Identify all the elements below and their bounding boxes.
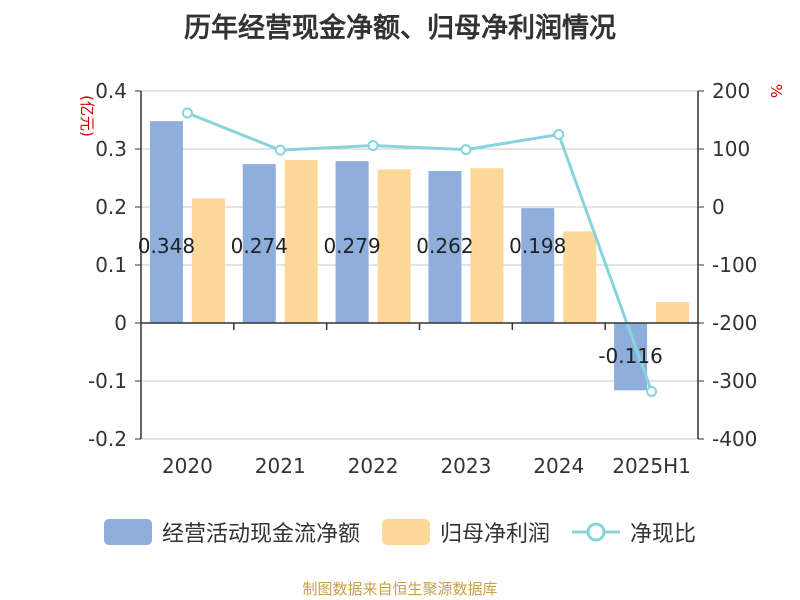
bars bbox=[149, 121, 690, 391]
ratio-polyline bbox=[186, 111, 653, 392]
data-label-cashflow: 0.262 bbox=[416, 234, 473, 258]
axes: 0.4 200 0.3 100 0.2 0 0.1 -100 0 -200 -0.1 -300 -0.2… bbox=[88, 79, 757, 478]
right-tick-label: 200 bbox=[712, 79, 750, 103]
bar-cashflow bbox=[428, 171, 462, 323]
left-tick-label: 0.3 bbox=[95, 137, 127, 161]
data-labels: 0.348 0.274 0.279 0.262 0.198 -0.116 bbox=[138, 234, 663, 368]
left-tick-label: 0.1 bbox=[95, 253, 127, 277]
chart-svg: 0.4 200 0.3 100 0.2 0 0.1 -100 0 -200 -0.1 -300 -0.2… bbox=[78, 79, 785, 478]
source-note: 制图数据来自恒生聚源数据库 bbox=[302, 580, 498, 598]
bar-cashflow bbox=[335, 161, 369, 323]
ratio-line bbox=[181, 107, 658, 397]
right-tick-label: 100 bbox=[712, 137, 750, 161]
right-tick-label: -200 bbox=[712, 311, 757, 335]
left-axis-unit: (亿元) bbox=[78, 95, 96, 137]
right-tick-label: 0 bbox=[712, 195, 725, 219]
right-axis-unit: % bbox=[767, 84, 785, 98]
category-label: 2023 bbox=[440, 454, 491, 478]
left-tick-label: 0.4 bbox=[95, 79, 127, 103]
legend-label-net-profit: 归母净利润 bbox=[439, 522, 550, 547]
category-label: 2021 bbox=[255, 454, 306, 478]
bar-cashflow bbox=[521, 208, 555, 323]
ratio-point bbox=[367, 140, 379, 152]
bar-net-profit bbox=[191, 198, 225, 323]
legend-item-cashflow: 经营活动现金流净额 bbox=[103, 516, 360, 548]
legend-label-cashflow: 经营活动现金流净额 bbox=[161, 522, 360, 547]
bar-cashflow bbox=[149, 121, 183, 323]
legend: 经营活动现金流净额 归母净利润 净现比 bbox=[0, 516, 800, 548]
bar-net-profit bbox=[563, 231, 597, 323]
data-label-cashflow: -0.116 bbox=[598, 344, 662, 368]
left-tick-label: -0.2 bbox=[88, 427, 127, 451]
legend-label-ratio: 净现比 bbox=[630, 522, 697, 547]
category-label: 2025H1 bbox=[612, 454, 691, 478]
legend-item-net-profit: 归母净利润 bbox=[381, 516, 550, 548]
data-label-cashflow: 0.279 bbox=[323, 234, 380, 258]
ratio-point bbox=[181, 107, 193, 119]
chart-title: 历年经营现金净额、归母净利润情况 bbox=[184, 13, 616, 44]
ratio-point bbox=[460, 144, 472, 156]
right-tick-label: -100 bbox=[712, 253, 757, 277]
right-tick-label: -400 bbox=[712, 427, 757, 451]
ratio-point bbox=[553, 129, 565, 140]
bar-net-profit bbox=[470, 168, 504, 323]
right-tick-label: -300 bbox=[712, 369, 757, 393]
legend-swatch-ratio bbox=[572, 522, 620, 542]
bar-net-profit bbox=[377, 169, 411, 323]
category-label: 2022 bbox=[348, 454, 399, 478]
data-label-cashflow: 0.274 bbox=[231, 234, 288, 258]
bar-cashflow bbox=[242, 164, 276, 323]
legend-swatch-net-profit bbox=[381, 519, 430, 545]
legend-item-ratio: 净现比 bbox=[572, 516, 696, 548]
category-label: 2024 bbox=[533, 454, 584, 478]
data-label-cashflow: 0.198 bbox=[509, 234, 566, 258]
left-tick-label: -0.1 bbox=[88, 369, 127, 393]
data-label-cashflow: 0.348 bbox=[138, 234, 195, 258]
left-tick-label: 0 bbox=[114, 311, 127, 335]
category-label: 2020 bbox=[162, 454, 213, 478]
ratio-point bbox=[646, 385, 658, 397]
bar-net-profit bbox=[656, 302, 690, 323]
bar-net-profit bbox=[284, 160, 318, 323]
left-tick-label: 0.2 bbox=[95, 195, 127, 219]
ratio-point bbox=[274, 144, 286, 156]
legend-swatch-cashflow bbox=[103, 519, 152, 545]
